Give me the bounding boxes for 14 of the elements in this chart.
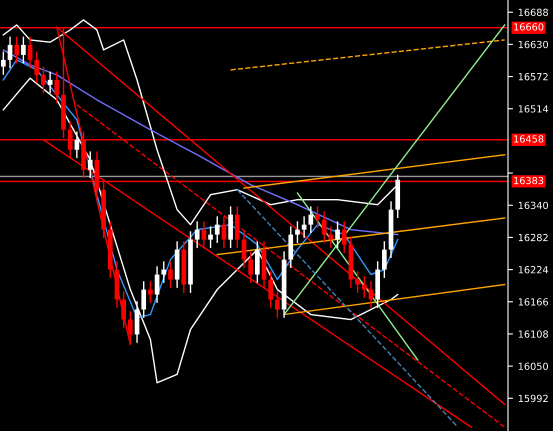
y-tick-label: 16050	[518, 362, 548, 370]
y-tick-label: 16514	[518, 105, 548, 113]
y-tick-label: 16688	[518, 8, 548, 16]
ref-line-label: 16458	[514, 135, 544, 143]
y-tick-label: 16340	[518, 202, 548, 210]
ref-line-label: 16660	[514, 23, 544, 31]
y-tick-label: 16282	[518, 234, 548, 242]
y-tick-label: 16166	[518, 298, 548, 306]
y-tick-label: 15992	[518, 394, 548, 402]
y-tick-label: 16224	[518, 266, 548, 274]
y-tick-label: 16108	[518, 330, 548, 338]
y-tick-label: 16630	[518, 40, 548, 48]
y-tick-label: 16572	[518, 73, 548, 80]
ref-line-label: 16383	[514, 176, 544, 184]
